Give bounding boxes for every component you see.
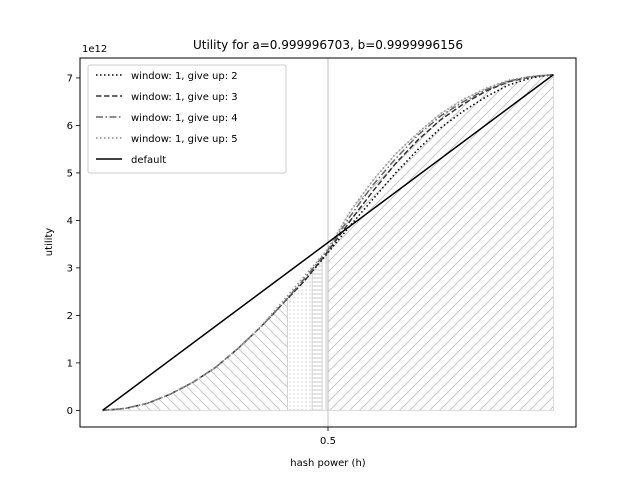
hatched-region-3 (321, 248, 329, 411)
y-tick-label: 7 (67, 73, 73, 84)
x-axis-ticks: 0.5 (320, 427, 336, 447)
chart-title: Utility for a=0.999996703, b=0.999999615… (193, 38, 463, 52)
legend-label-2: window: 1, give up: 4 (131, 113, 238, 124)
series-line-2 (102, 73, 554, 412)
y-tick-label: 2 (67, 311, 73, 322)
x-tick-label: 0.5 (320, 436, 336, 447)
y-axis-label: utility (44, 228, 55, 257)
y-tick-label: 3 (67, 263, 73, 274)
y-axis-ticks: 0 1 2 3 4 5 6 7 (67, 73, 80, 417)
x-axis-label: hash power (h) (290, 458, 366, 469)
series-line-4 (102, 74, 554, 411)
legend: window: 1, give up: 2 window: 1, give up:… (87, 64, 287, 174)
y-tick-label: 5 (67, 168, 73, 179)
hatched-region-0 (102, 297, 288, 411)
y-tick-label: 0 (67, 406, 73, 417)
y-tick-label: 6 (67, 121, 73, 132)
legend-label-1: window: 1, give up: 3 (131, 92, 238, 103)
y-offset-label: 1e12 (82, 44, 107, 55)
series-lines (102, 73, 554, 412)
hatched-region-4 (327, 74, 554, 411)
series-line-1 (102, 73, 554, 412)
legend-box (87, 64, 287, 174)
hatched-region-2 (311, 258, 323, 411)
y-tick-label: 1 (67, 358, 73, 369)
hatched-regions (102, 74, 554, 411)
legend-label-4: default (131, 155, 166, 166)
legend-label-3: window: 1, give up: 5 (131, 134, 238, 145)
y-tick-label: 4 (67, 216, 73, 227)
legend-label-0: window: 1, give up: 2 (131, 71, 238, 82)
